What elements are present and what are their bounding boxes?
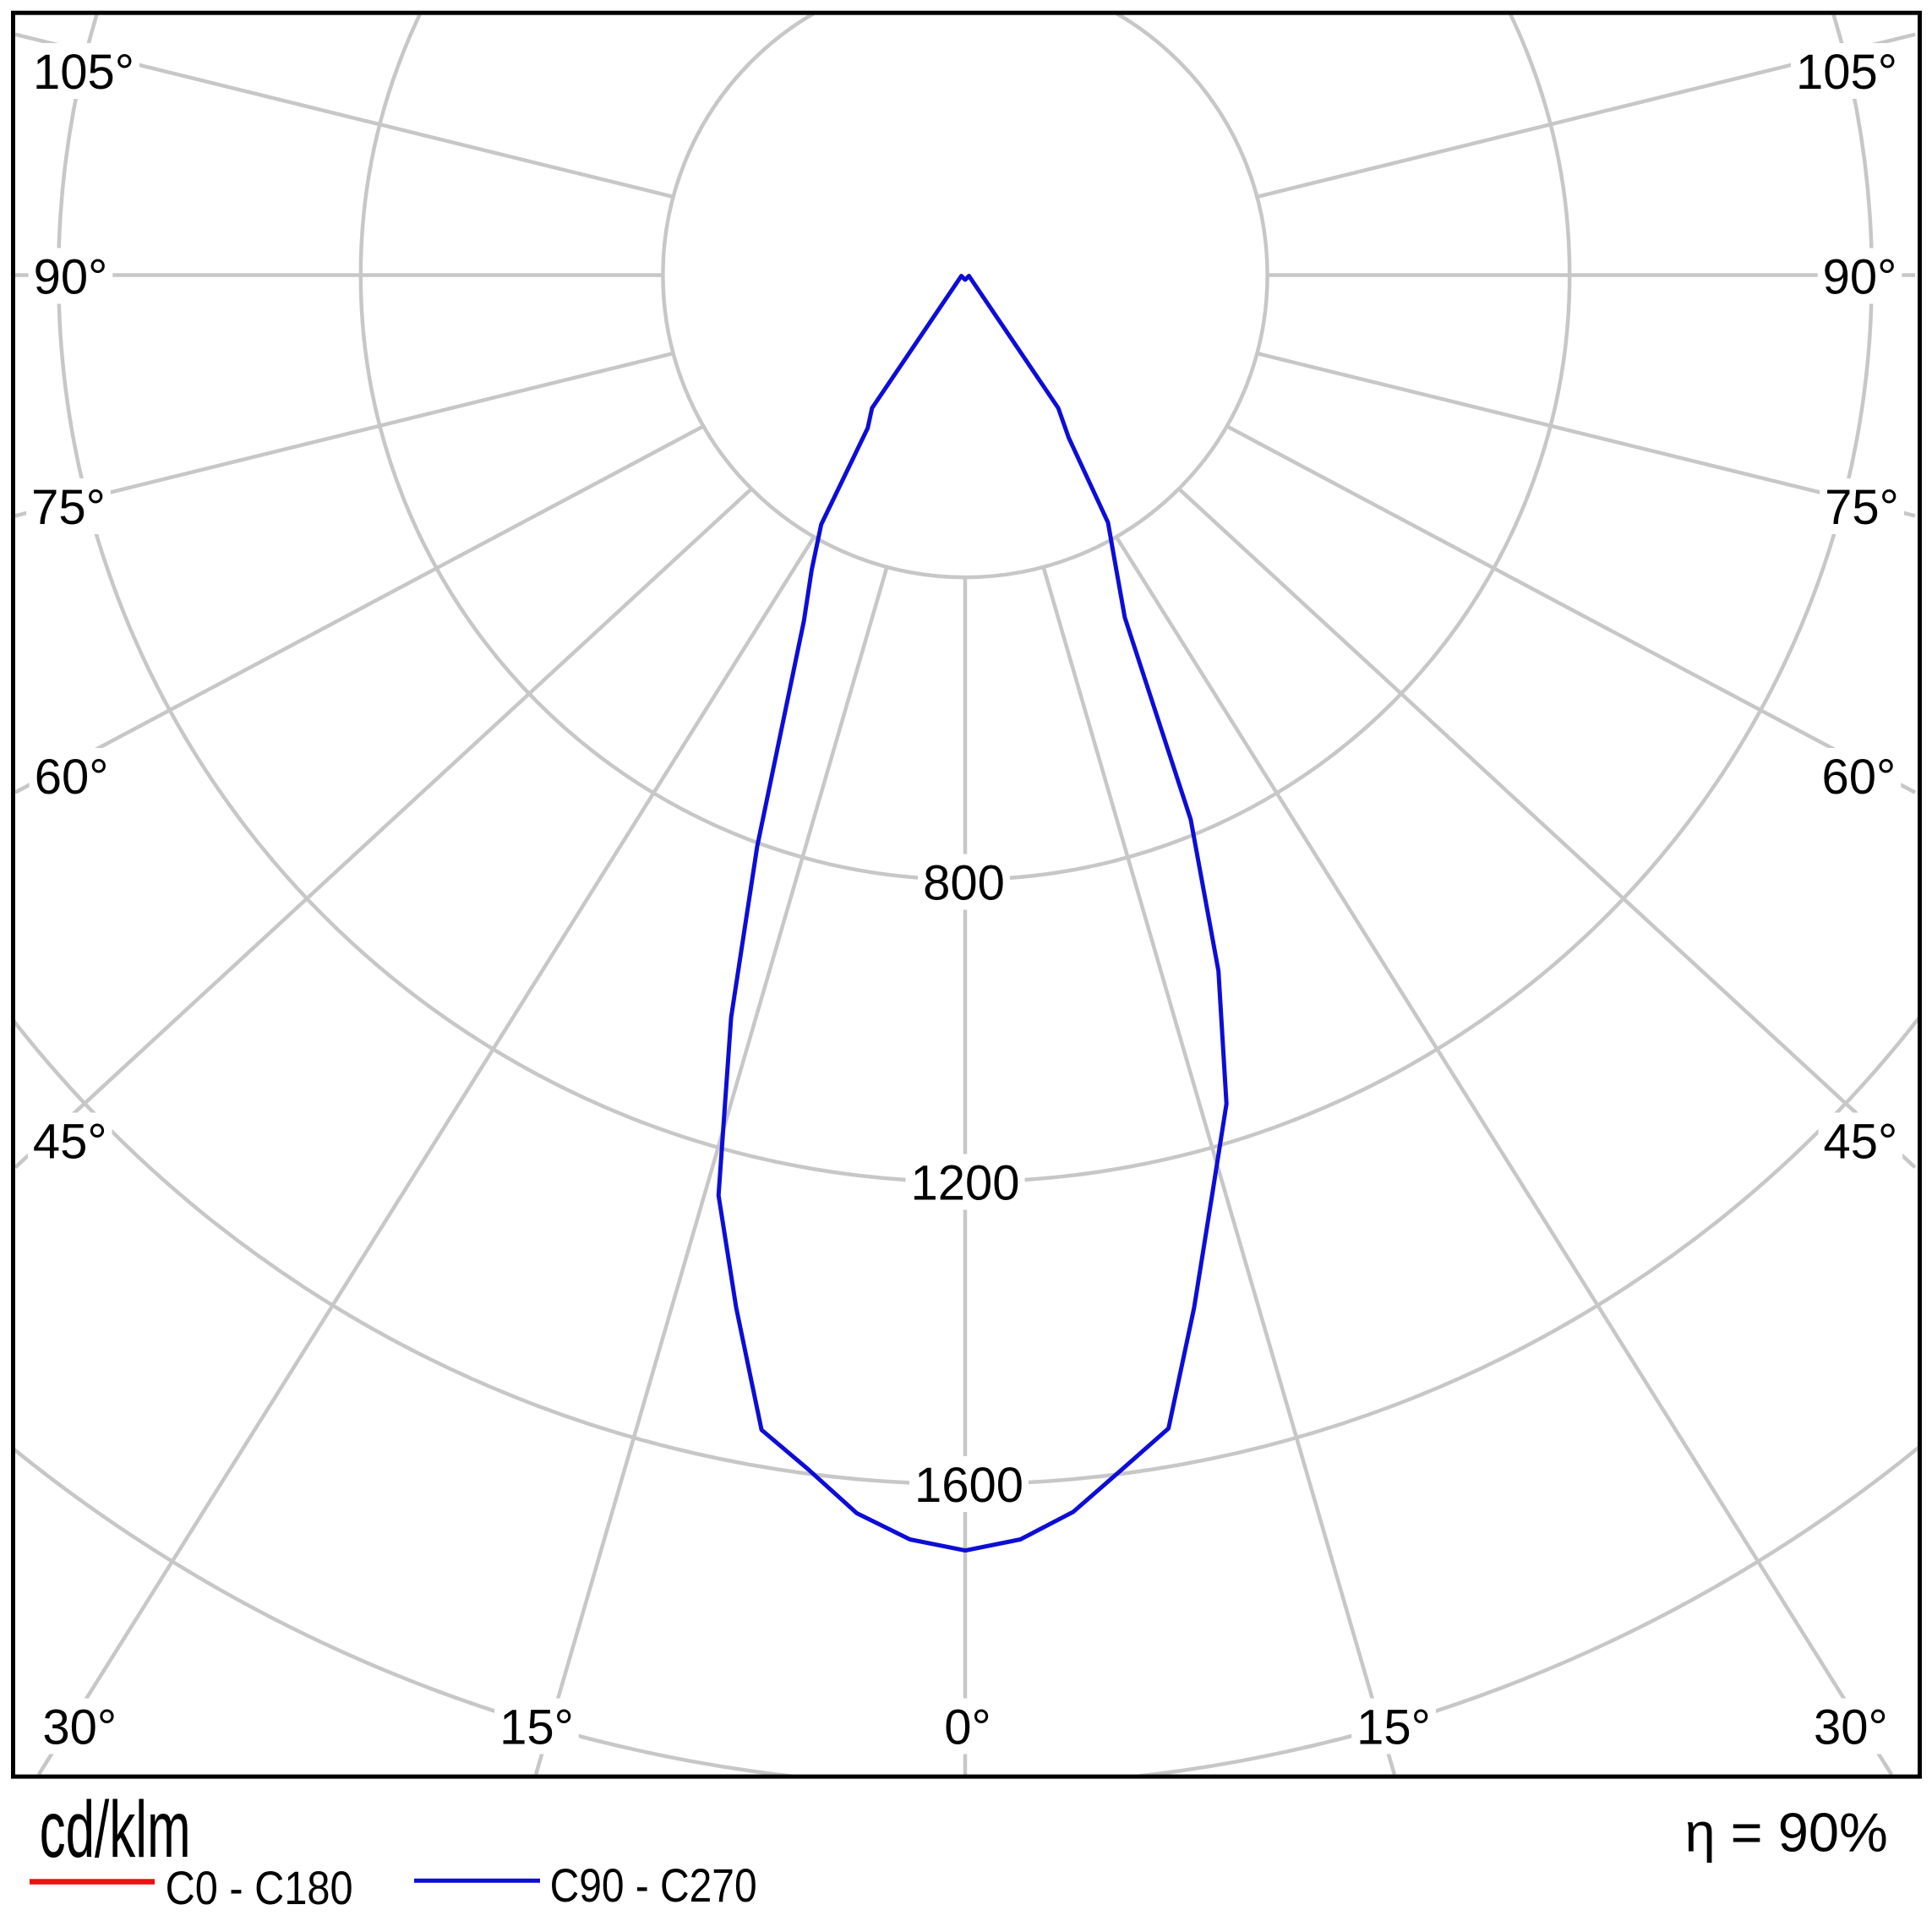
- svg-text:30°: 30°: [42, 1700, 117, 1755]
- svg-text:60°: 60°: [35, 750, 109, 805]
- svg-text:cd/klm: cd/klm: [40, 1785, 191, 1875]
- svg-text:30°: 30°: [1814, 1700, 1888, 1755]
- svg-text:45°: 45°: [1823, 1115, 1897, 1170]
- svg-text:15°: 15°: [499, 1700, 574, 1755]
- svg-text:75°: 75°: [1825, 480, 1899, 535]
- svg-text:105°: 105°: [1796, 45, 1897, 100]
- svg-text:C90 - C270: C90 - C270: [550, 1858, 757, 1912]
- svg-text:90°: 90°: [1823, 250, 1897, 305]
- svg-text:1600: 1600: [914, 1458, 1023, 1513]
- svg-text:90°: 90°: [34, 250, 108, 305]
- svg-text:75°: 75°: [31, 480, 106, 535]
- svg-text:60°: 60°: [1822, 750, 1897, 805]
- svg-text:45°: 45°: [33, 1115, 107, 1170]
- svg-text:1200: 1200: [910, 1156, 1019, 1211]
- svg-text:C0 - C180: C0 - C180: [166, 1861, 353, 1914]
- svg-text:0°: 0°: [944, 1700, 991, 1755]
- svg-text:η = 90%: η = 90%: [1684, 1801, 1887, 1863]
- svg-text:800: 800: [923, 856, 1005, 911]
- svg-text:15°: 15°: [1356, 1700, 1431, 1755]
- svg-text:105°: 105°: [33, 45, 134, 100]
